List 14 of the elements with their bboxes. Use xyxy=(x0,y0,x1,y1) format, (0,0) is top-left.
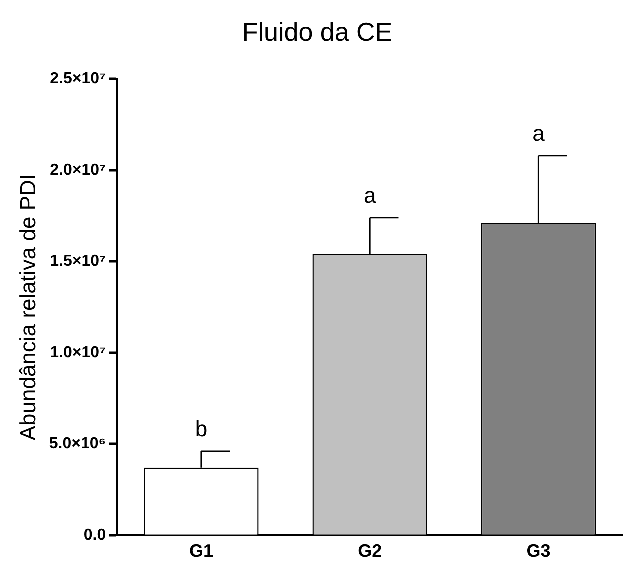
annotation: a xyxy=(364,182,377,208)
y-tick-label: 0.0 xyxy=(84,526,106,544)
y-tick-label: 5.0×10⁶ xyxy=(49,436,106,453)
x-tick-label: G3 xyxy=(526,541,551,562)
y-tick-label: 1.0×10⁷ xyxy=(50,344,106,362)
y-axis-title: Abundância relativa de PDI xyxy=(15,174,40,441)
x-tick-label: G1 xyxy=(189,541,214,562)
y-tick-label: 1.5×10⁷ xyxy=(50,253,106,270)
x-tick-label: G2 xyxy=(358,541,382,562)
y-tick-label: 2.0×10⁷ xyxy=(50,162,106,179)
annotation: b xyxy=(195,416,208,442)
y-tick-label: 2.5×10⁷ xyxy=(50,70,106,88)
annotation: a xyxy=(532,120,546,146)
chart-title: Fluido da CE xyxy=(242,16,393,47)
